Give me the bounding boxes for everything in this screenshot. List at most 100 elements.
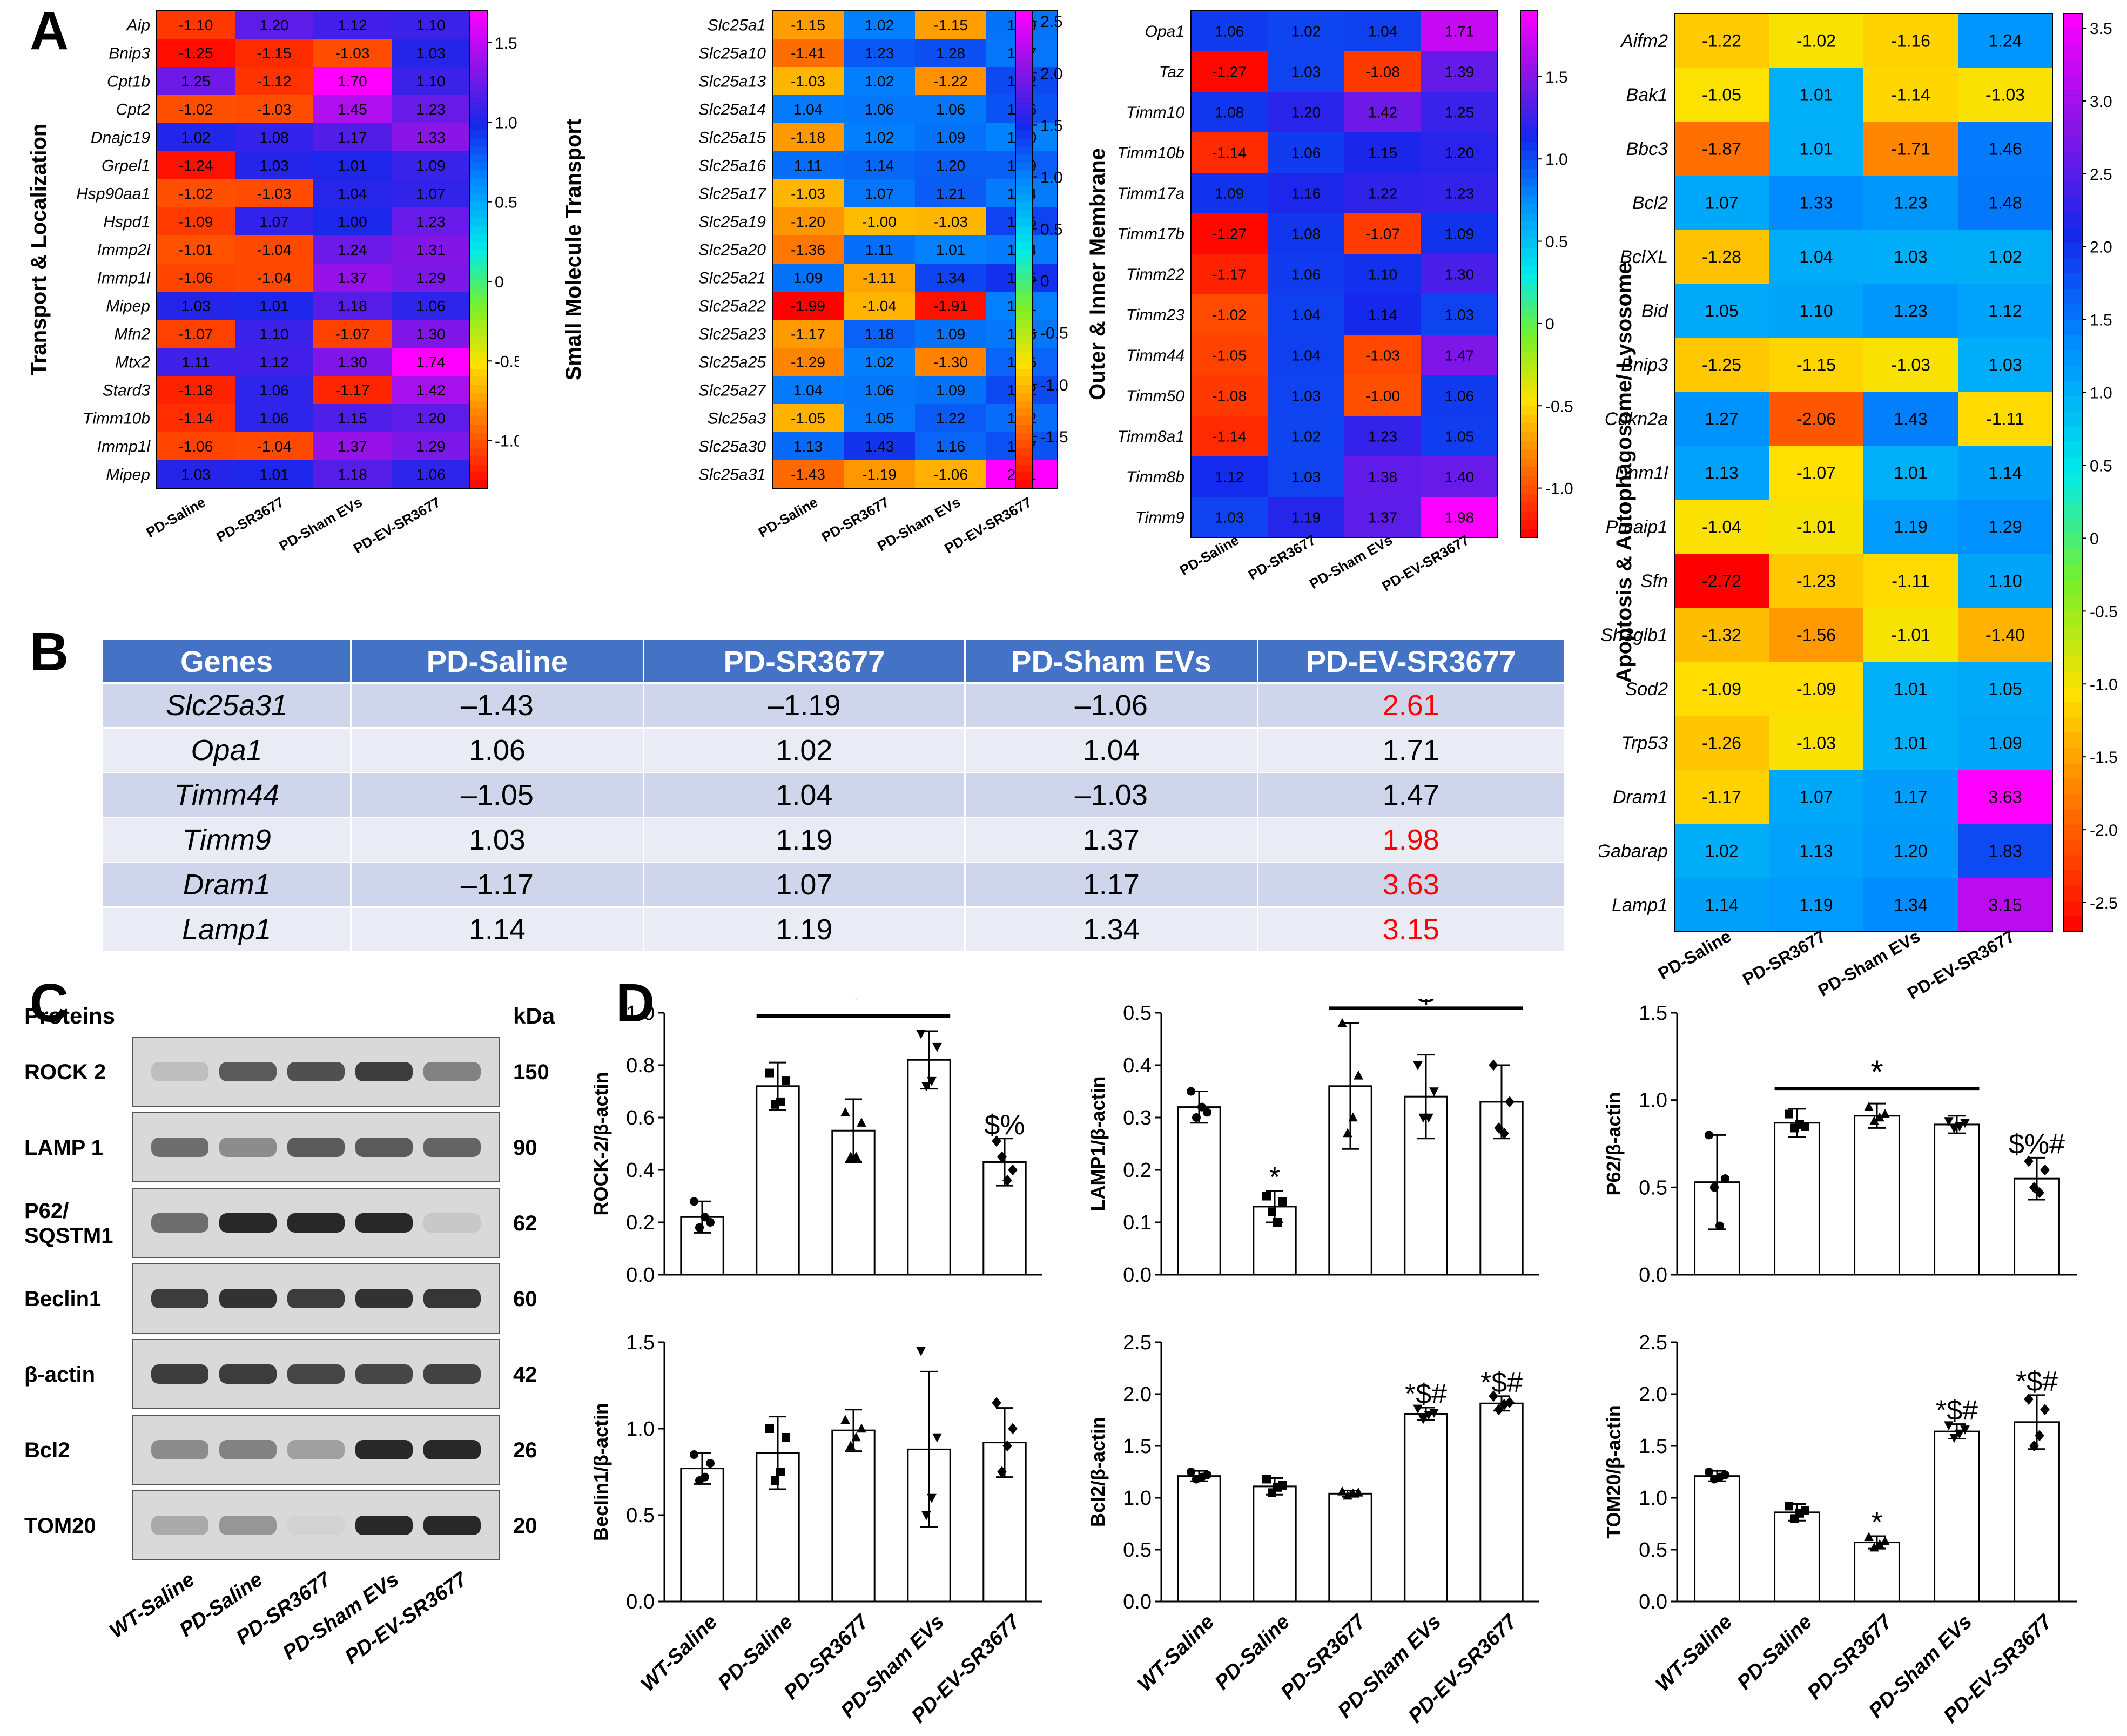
colorbar-tick-label: -0.5 [1545,398,1573,415]
colorbar-tick-label: 3.0 [2090,93,2112,111]
heatmap-cell-value: 1.31 [416,241,446,258]
colorbar-segment [2063,289,2082,305]
heatmap-cell-value: 1.07 [865,185,894,202]
data-point [2024,1394,2034,1405]
heatmap-cell [1769,770,1863,824]
heatmap-cell [1958,230,2052,284]
heatmap-cell-value: -1.12 [257,73,292,90]
colorbar-tick-label: 0 [495,273,504,291]
data-point [992,1135,1001,1147]
heatmap-cell [392,404,470,432]
heatmap-cell [1344,375,1421,416]
colorbar-segment [470,369,487,378]
heatmap-cell-value: 1.30 [416,326,446,342]
heatmap-cell-value: -1.40 [1985,625,2025,645]
colorbar-segment [1520,212,1538,222]
blot-band [423,1516,481,1535]
colorbar-tick-label: -2.0 [2090,822,2118,839]
heatmap-cell [1191,173,1268,213]
heatmap-cell [915,432,986,460]
heatmap-cell-value: 1.07 [259,213,289,230]
heatmap-column-label: PD-SR3677 [1246,531,1318,583]
colorbar-segment [1520,423,1538,433]
blot-band [219,1440,277,1459]
heatmap-cell [915,11,986,39]
colorbar-segment [470,321,487,330]
data-point [2029,1181,2039,1193]
colorbar-tick-label: -0.5 [495,353,519,371]
data-point [2029,1440,2039,1452]
heatmap-cell [157,235,235,264]
heatmap-row-label: Dram1 [1613,787,1668,808]
heatmap-axis-title: Transport & Localization [27,124,51,376]
heatmap-cell [392,67,470,95]
colorbar-segment [1520,318,1538,327]
heatmap-row-label: Hspd1 [103,213,150,231]
colorbar-tick-label: 0 [1545,315,1554,333]
heatmap-cell [1674,662,1769,716]
heatmap-cell-value: 1.20 [1291,104,1321,121]
bar [756,1085,800,1276]
heatmap-row-label: Hsp90aa1 [76,185,150,203]
colorbar-segment [1520,388,1538,398]
data-point [706,1459,715,1468]
colorbar-segment [1015,162,1033,171]
colorbar-segment [1520,230,1538,240]
bar-chart-p62: 0.0 0.5 1.0 1.5 P62/β-actin * $%# [1603,1002,2077,1287]
heatmap-row-label: Slc25a20 [698,241,766,259]
heatmap-cell [772,264,844,292]
colorbar-segment [470,400,487,409]
colorbar-segment [470,361,487,369]
colorbar-segment [470,11,487,19]
panel-letter-d: D [616,973,655,1033]
blot-kda-label: 62 [513,1212,537,1235]
data-point [782,1076,790,1086]
heatmap-cell-value: 1.37 [338,438,367,455]
colorbar-segment [1520,125,1538,134]
colorbar-segment [1015,273,1033,282]
colorbar-segment [2063,350,2082,366]
heatmap-cell-value: 1.15 [338,410,367,427]
heatmap-cell-value: -1.17 [335,382,370,399]
data-point [1187,1468,1195,1476]
colorbar-segment [470,408,487,418]
data-point [1192,1113,1201,1122]
heatmap-row-label: Bcl2 [1632,193,1668,213]
heatmap-row-label: Mipep [106,298,150,315]
colorbar-segment [2063,335,2082,351]
colorbar-segment [1015,376,1033,386]
colorbar-segment [1520,81,1538,91]
colorbar-segment [1015,464,1033,473]
heatmap-cell [915,123,986,151]
heatmap-cell-value: 1.71 [1445,23,1475,40]
blot-band [423,1364,481,1384]
heatmap-cell [772,376,844,404]
heatmap-cell [1674,716,1769,770]
blot-band [287,1516,345,1535]
heatmap-cell-value: 1.23 [416,101,446,118]
colorbar-segment [2063,534,2082,550]
heatmap-cell [157,151,235,179]
heatmap-row-label: Slc25a27 [698,382,766,400]
heatmap-cell [235,264,313,292]
heatmap-cell-value: 1.43 [865,438,894,455]
y-axis-title: ROCK-2/β-actin [594,1072,612,1216]
data-point [921,1082,931,1092]
heatmap-cell [1863,392,1958,446]
data-point [1354,1487,1363,1497]
data-point [1429,1409,1439,1418]
colorbar-segment [1520,151,1538,161]
data-point [1875,1539,1884,1549]
bar [1774,1511,1820,1603]
colorbar-segment [2063,855,2082,871]
y-tick-label: 0.3 [1123,1107,1152,1129]
colorbar-tick-label: 2.0 [1040,65,1063,83]
heatmap-axis-title: Outer & Inner Membrane [1086,148,1109,400]
heatmap-row-label: Aip [126,17,150,35]
heatmap-column-label: PD-EV-SR3677 [1379,531,1472,594]
blot-band [423,1138,481,1157]
heatmap-cell [157,404,235,432]
data-point [1869,1115,1879,1125]
heatmap-cell-value: 1.29 [1988,517,2022,537]
y-tick-label: 0.2 [1123,1159,1152,1182]
